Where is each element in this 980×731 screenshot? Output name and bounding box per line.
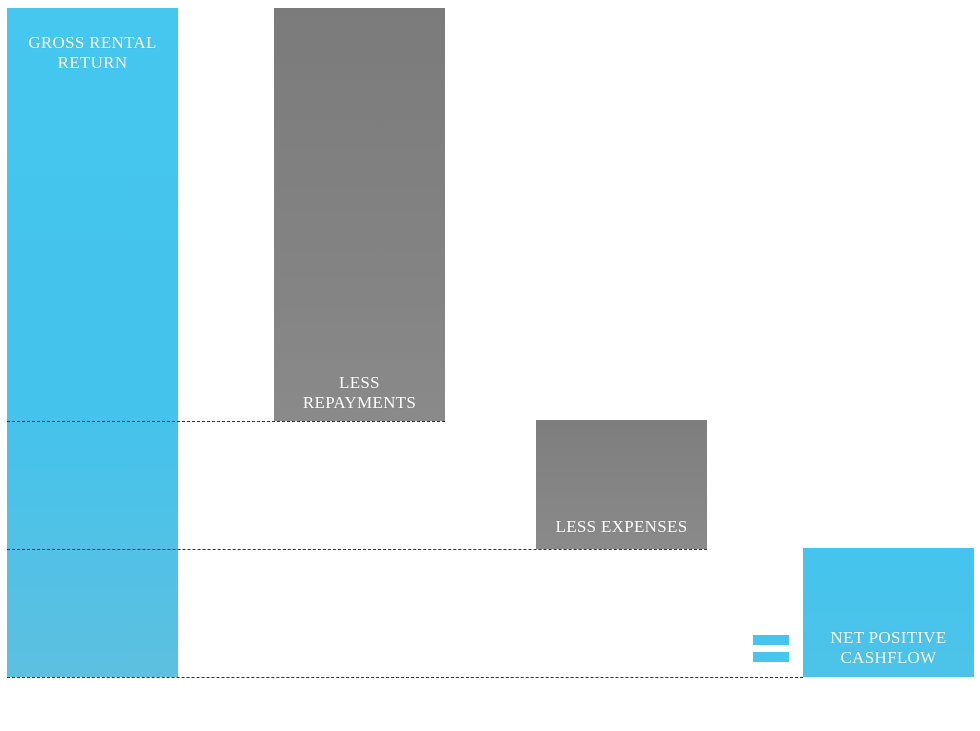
less-expenses-bar: LESS EXPENSES: [536, 420, 707, 549]
less-repayments-bar: LESS REPAYMENTS: [274, 8, 445, 421]
equals-sign-top-stroke: [753, 635, 789, 645]
gross-rental-return-label: GROSS RENTAL RETURN: [28, 33, 157, 72]
net-positive-cashflow-label: NET POSITIVE CASHFLOW: [830, 628, 947, 667]
less-repayments-label: LESS REPAYMENTS: [302, 373, 417, 412]
gross-rental-return-bar: GROSS RENTAL RETURN: [7, 8, 178, 677]
dashed-guide-line-baseline: [7, 677, 803, 678]
less-expenses-label: LESS EXPENSES: [555, 517, 688, 536]
dashed-guide-line-expenses: [7, 549, 707, 550]
equals-sign-bottom-stroke: [753, 652, 789, 662]
dashed-guide-line-repayments: [7, 421, 445, 422]
net-positive-cashflow-bar: NET POSITIVE CASHFLOW: [803, 548, 974, 677]
